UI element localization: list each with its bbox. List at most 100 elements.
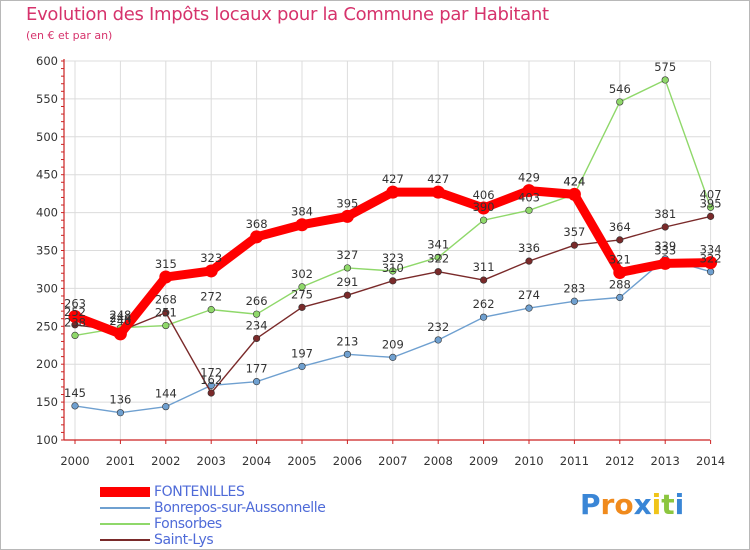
data-label: 136 [109, 393, 131, 407]
data-label: 172 [200, 365, 222, 379]
data-label: 272 [200, 290, 222, 304]
data-point [616, 236, 624, 244]
legend-swatch [100, 523, 150, 525]
data-point [706, 212, 715, 220]
data-label: 406 [473, 188, 495, 202]
data-label: 424 [563, 174, 585, 188]
data-label: 291 [336, 275, 358, 289]
data-point [613, 265, 627, 279]
logo-letter: r [600, 488, 615, 521]
y-tick-label: 250 [36, 319, 58, 333]
y-tick-label: 300 [36, 281, 58, 295]
y-tick-label: 500 [36, 130, 58, 144]
data-label: 407 [700, 187, 722, 201]
data-point [480, 313, 488, 321]
data-label: 323 [200, 251, 222, 265]
data-label: 177 [246, 362, 268, 376]
data-label: 334 [700, 243, 722, 257]
data-label: 234 [246, 318, 268, 332]
proxiti-logo: Proxiti [580, 488, 684, 521]
data-point [389, 353, 397, 361]
legend-label: FONTENILLES [154, 484, 245, 500]
data-label: 302 [291, 267, 313, 281]
data-label: 403 [518, 190, 540, 204]
data-point [253, 378, 261, 386]
data-label: 315 [155, 257, 177, 271]
data-label: 322 [700, 252, 722, 266]
data-point [567, 187, 581, 201]
x-tick-label: 2009 [469, 454, 498, 468]
legend-label: Bonrepos-sur-Aussonnelle [154, 500, 326, 516]
logo-letter: x [633, 488, 652, 521]
data-point [658, 256, 672, 270]
data-point [480, 276, 488, 284]
data-label: 339 [654, 239, 676, 253]
data-label: 341 [427, 237, 449, 251]
data-point [704, 256, 718, 270]
data-label: 244 [109, 311, 131, 325]
data-point [68, 309, 82, 323]
data-point [253, 334, 261, 343]
data-label: 162 [200, 373, 222, 387]
x-tick-label: 2005 [287, 454, 316, 468]
data-label: 321 [609, 252, 631, 266]
data-point [298, 303, 306, 311]
x-tick-label: 2010 [514, 454, 543, 468]
y-tick-label: 400 [36, 206, 58, 220]
data-point [295, 218, 309, 232]
data-point [71, 331, 79, 339]
logo-letter: i [651, 488, 662, 521]
data-label: 327 [336, 248, 358, 262]
x-tick-label: 2008 [424, 454, 453, 468]
data-label: 144 [155, 387, 177, 401]
data-label: 427 [427, 172, 449, 186]
data-label: 357 [563, 225, 585, 239]
y-tick-label: 600 [36, 54, 58, 68]
legend-swatch [100, 487, 150, 497]
data-label: 266 [246, 294, 268, 308]
y-tick-label: 450 [36, 168, 58, 182]
data-label: 268 [155, 293, 177, 307]
data-point [389, 277, 397, 285]
chart-title: Evolution des Impôts locaux pour la Comm… [26, 4, 549, 25]
data-label: 364 [609, 220, 631, 234]
logo-letter: i [674, 488, 685, 521]
x-tick-label: 2004 [242, 454, 271, 468]
data-point [480, 216, 488, 224]
data-label: 252 [64, 305, 86, 319]
data-point [570, 241, 579, 249]
data-label: 424 [563, 174, 585, 188]
data-label: 427 [382, 172, 404, 186]
data-point [525, 206, 533, 214]
x-tick-label: 2013 [651, 454, 680, 468]
chart-subtitle: (en € et par an) [26, 29, 113, 42]
x-tick-label: 2003 [197, 454, 226, 468]
data-point [159, 270, 173, 284]
x-tick-label: 2014 [696, 454, 725, 468]
data-point [389, 267, 397, 275]
data-label: 213 [336, 334, 358, 348]
data-point [570, 297, 579, 305]
data-label: 209 [382, 337, 404, 351]
data-point [207, 306, 215, 314]
data-point [250, 230, 264, 244]
data-label: 263 [64, 296, 86, 310]
data-label: 322 [427, 252, 449, 266]
data-point [116, 409, 124, 417]
data-point [162, 309, 170, 317]
data-label: 310 [382, 261, 404, 275]
logo-letter: t [661, 488, 675, 521]
x-tick-label: 2007 [378, 454, 407, 468]
data-point [477, 201, 491, 215]
data-point [298, 283, 306, 291]
y-tick-label: 100 [36, 433, 58, 447]
data-label: 429 [518, 171, 540, 185]
data-label: 323 [382, 251, 404, 265]
data-point [340, 209, 354, 223]
data-point [343, 350, 352, 358]
y-tick-label: 200 [36, 357, 58, 371]
data-label: 197 [291, 346, 313, 360]
logo-letter: o [614, 488, 634, 521]
data-point [207, 389, 215, 397]
data-point [434, 253, 442, 261]
